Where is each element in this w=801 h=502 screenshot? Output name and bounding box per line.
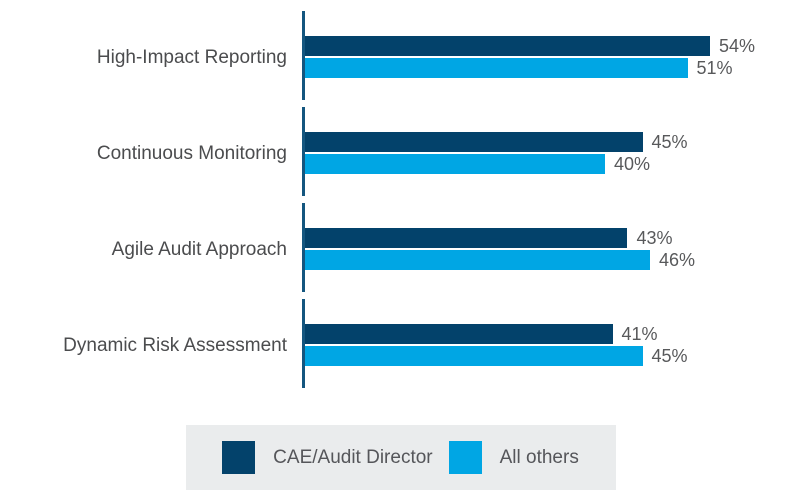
value-label-0: 45% — [651, 131, 688, 152]
bar-row-series-1: 51% — [305, 58, 755, 78]
plot-band: 45% 40% — [302, 107, 755, 196]
bar-series-1 — [305, 58, 688, 78]
bar-group: Dynamic Risk Assessment 41% 45% — [0, 299, 801, 388]
bar-row-series-1: 40% — [305, 154, 755, 174]
category-label: Agile Audit Approach — [111, 238, 287, 260]
chart-area: High-Impact Reporting 54% 51% Continuous… — [0, 11, 801, 388]
bar-groups: High-Impact Reporting 54% 51% Continuous… — [0, 11, 801, 388]
bar-group: Agile Audit Approach 43% 46% — [0, 203, 801, 292]
bar-row-series-0: 41% — [305, 324, 755, 344]
value-label-1: 51% — [696, 57, 733, 78]
bar-series-1 — [305, 154, 605, 174]
bar-series-1 — [305, 250, 650, 270]
plot-band: 54% 51% — [302, 11, 755, 100]
legend-swatch-cae-audit-director — [222, 441, 256, 474]
legend-item-cae-audit-director: CAE/Audit Director — [222, 441, 433, 474]
bar-group: High-Impact Reporting 54% 51% — [0, 11, 801, 100]
bar-series-1 — [305, 346, 643, 366]
bar-series-0 — [305, 132, 643, 152]
category-label: Dynamic Risk Assessment — [63, 334, 287, 356]
bar-group: Continuous Monitoring 45% 40% — [0, 107, 801, 196]
legend-label-cae-audit-director: CAE/Audit Director — [273, 446, 433, 468]
value-label-0: 41% — [621, 323, 658, 344]
value-label-1: 46% — [659, 249, 696, 270]
category-label: High-Impact Reporting — [96, 46, 287, 68]
plot-band: 41% 45% — [302, 299, 755, 388]
bar-series-0 — [305, 228, 628, 248]
value-label-1: 40% — [613, 153, 651, 174]
bar-series-0 — [305, 324, 613, 344]
plot-band: 43% 46% — [302, 203, 755, 292]
value-label-0: 43% — [636, 227, 673, 248]
value-label-1: 45% — [651, 345, 688, 366]
bar-row-series-0: 43% — [305, 228, 755, 248]
bar-row-series-0: 45% — [305, 132, 755, 152]
bar-row-series-1: 46% — [305, 250, 755, 270]
bar-row-series-0: 54% — [305, 36, 755, 56]
legend-item-all-others: All others — [448, 441, 579, 474]
value-label-0: 54% — [719, 35, 756, 56]
legend-swatch-all-others — [448, 441, 482, 474]
bar-series-0 — [305, 36, 710, 56]
legend-label-all-others: All others — [499, 446, 579, 468]
bar-row-series-1: 45% — [305, 346, 755, 366]
category-label: Continuous Monitoring — [96, 142, 287, 164]
legend: CAE/Audit Director All others — [185, 425, 616, 490]
